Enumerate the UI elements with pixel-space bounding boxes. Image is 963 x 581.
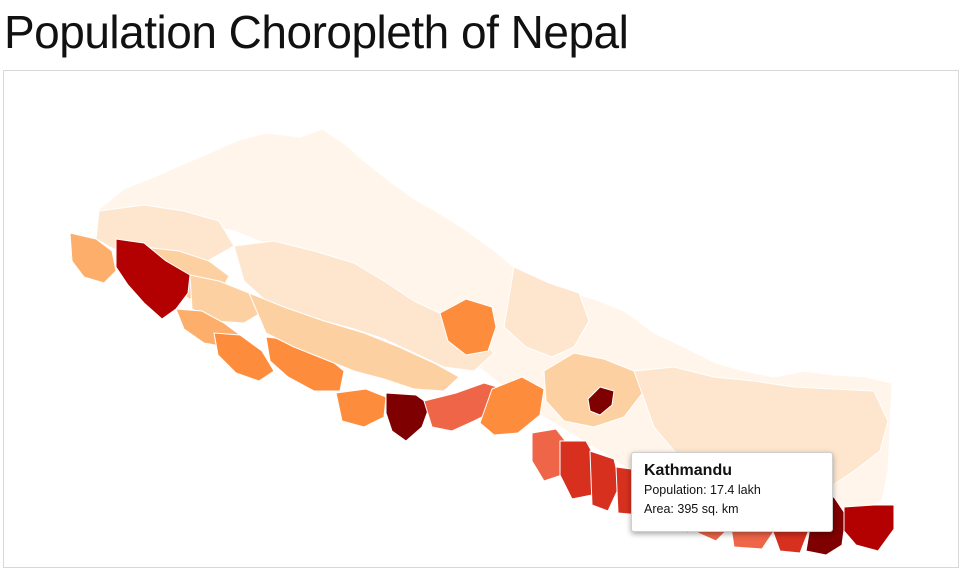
tooltip-district-name: Kathmandu — [644, 462, 732, 479]
map-container[interactable]: Kathmandu Population: 17.4 lakh Area: 39… — [3, 70, 959, 568]
district-rupandehi[interactable] — [385, 392, 431, 442]
district-kanchanpur[interactable] — [69, 232, 117, 284]
tooltip-population-label: Population: — [644, 483, 707, 497]
tooltip-population: Population: 17.4 lakh — [644, 481, 820, 500]
district-kaski[interactable] — [439, 298, 497, 356]
district-tooltip: Kathmandu Population: 17.4 lakh Area: 39… — [631, 452, 833, 532]
district-banke[interactable] — [213, 332, 275, 382]
page-title: Population Choropleth of Nepal — [4, 6, 629, 58]
district-kapilvastu[interactable] — [335, 388, 387, 428]
district-jhapa[interactable] — [843, 504, 895, 552]
district-central-mid[interactable] — [543, 352, 645, 428]
district-chitwan[interactable] — [479, 376, 545, 436]
district-central-hill[interactable] — [503, 266, 590, 358]
district-kathmandu[interactable] — [587, 386, 615, 416]
tooltip-area-value: 395 sq. km — [677, 502, 739, 516]
tooltip-population-value: 17.4 lakh — [710, 483, 761, 497]
district-hill-band[interactable] — [248, 292, 460, 392]
tooltip-area: Area: 395 sq. km — [644, 500, 820, 519]
tooltip-area-label: Area: — [644, 502, 674, 516]
district-rautahat[interactable] — [589, 450, 621, 512]
